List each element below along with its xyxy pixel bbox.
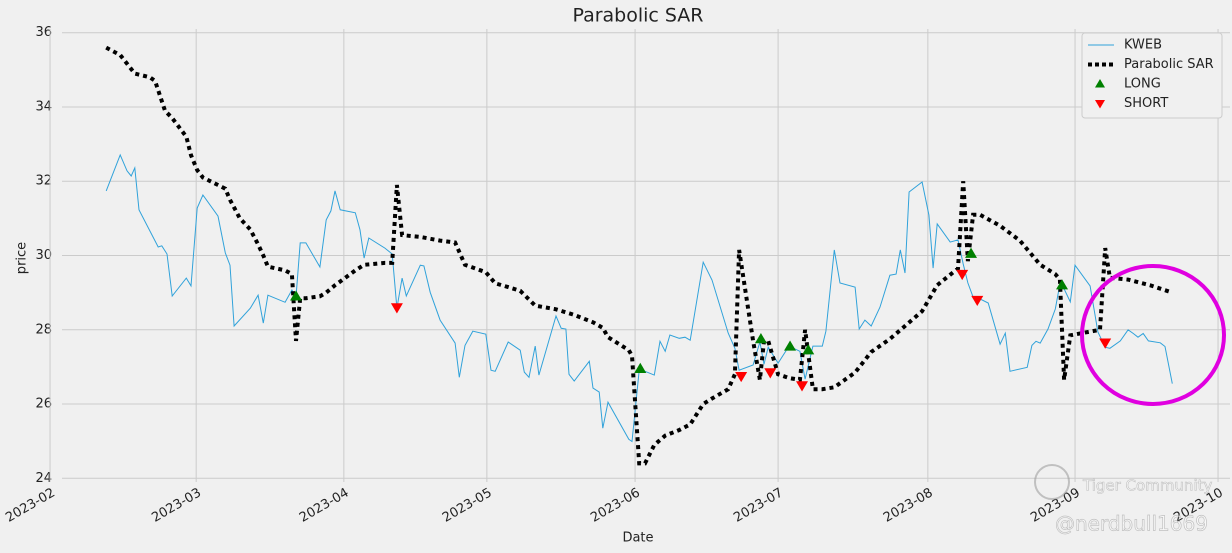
long-marker xyxy=(965,247,978,258)
y-tick-label: 36 xyxy=(35,25,52,40)
x-axis-label: Date xyxy=(622,531,653,546)
legend-label: KWEB xyxy=(1124,38,1162,53)
y-tick-label: 24 xyxy=(35,471,52,486)
short-marker xyxy=(764,368,777,379)
long-marker xyxy=(1056,279,1069,290)
watermark-logo xyxy=(1034,464,1070,500)
legend-marker xyxy=(1095,79,1105,88)
short-marker xyxy=(735,371,748,383)
watermark: Tiger Community @nerdbull1669 xyxy=(1034,464,1213,536)
long-marker xyxy=(784,340,797,351)
legend-label: SHORT xyxy=(1124,96,1168,111)
long-marker xyxy=(802,344,815,355)
short-marker xyxy=(956,269,969,281)
y-tick-label: 26 xyxy=(35,397,52,412)
short-marker xyxy=(971,295,984,307)
series-line xyxy=(105,45,1173,466)
legend-label: Parabolic SAR xyxy=(1124,57,1214,72)
short-marker xyxy=(796,381,809,392)
y-axis-label: price xyxy=(15,242,30,274)
short-marker xyxy=(1099,338,1112,349)
y-tick-label: 28 xyxy=(35,322,52,337)
long-marker xyxy=(290,290,303,301)
chart-title: Parabolic SAR xyxy=(572,5,703,27)
legend-label: LONG xyxy=(1124,77,1161,92)
y-tick-label: 34 xyxy=(35,99,52,114)
long-marker xyxy=(634,362,647,373)
long-marker xyxy=(754,333,767,344)
y-tick-label: 30 xyxy=(35,248,52,263)
y-tick-label: 32 xyxy=(35,174,52,189)
watermark-text: Tiger Community xyxy=(1082,477,1212,495)
highlight-circle xyxy=(1080,264,1226,406)
legend-box xyxy=(1081,32,1223,119)
legend-marker xyxy=(1095,100,1105,109)
watermark-text: @nerdbull1669 xyxy=(1055,512,1208,536)
short-marker xyxy=(390,303,403,314)
